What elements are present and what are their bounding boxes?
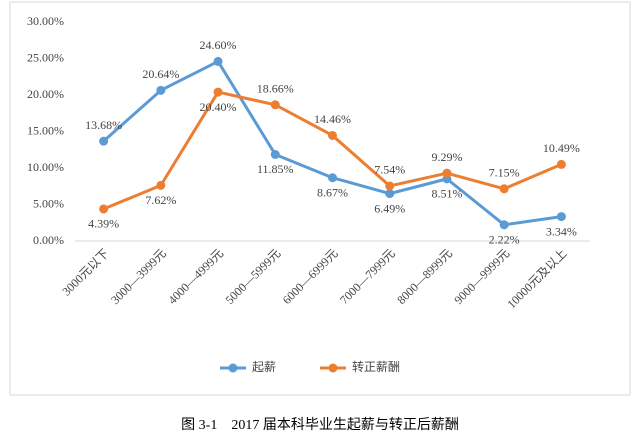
y-tick-label: 0.00% — [33, 233, 64, 247]
y-tick-label: 10.00% — [27, 160, 64, 174]
data-label: 3.34% — [546, 224, 577, 238]
data-label: 9.29% — [431, 150, 462, 164]
data-label: 8.67% — [317, 185, 348, 199]
data-point — [213, 56, 223, 66]
legend-label: 起薪 — [252, 360, 276, 374]
data-label: 18.66% — [257, 82, 294, 96]
chart-caption: 图 3-1 2017 届本科毕业生起薪与转正后薪酬 — [181, 417, 459, 433]
data-point — [385, 189, 395, 199]
data-label: 8.51% — [431, 187, 462, 201]
data-label: 6.49% — [374, 201, 405, 215]
y-tick-label: 20.00% — [27, 87, 64, 101]
data-point — [99, 136, 109, 146]
data-label: 13.68% — [85, 118, 122, 132]
data-label: 24.60% — [200, 38, 237, 52]
data-label: 10.49% — [543, 141, 580, 155]
chart-frame — [9, 1, 631, 396]
data-point — [385, 181, 395, 191]
y-tick-label: 30.00% — [27, 14, 64, 28]
legend-marker — [328, 363, 338, 373]
data-point — [442, 168, 452, 178]
data-point — [328, 173, 337, 183]
data-label: 7.15% — [489, 166, 520, 180]
data-label: 7.62% — [145, 193, 176, 207]
data-point — [99, 204, 109, 214]
data-point — [556, 212, 566, 222]
data-point — [499, 184, 509, 194]
data-label: 4.39% — [88, 217, 119, 231]
y-tick-label: 5.00% — [33, 196, 64, 210]
data-point — [156, 85, 166, 95]
data-label: 11.85% — [257, 162, 294, 176]
data-label: 20.64% — [142, 67, 179, 81]
data-point — [156, 180, 166, 190]
data-point — [270, 100, 280, 110]
data-point — [328, 130, 337, 140]
data-label: 2.22% — [489, 233, 520, 247]
data-label: 7.54% — [374, 163, 405, 177]
y-tick-label: 15.00% — [27, 123, 64, 137]
data-label: 14.46% — [314, 112, 351, 126]
legend-marker — [228, 363, 238, 373]
legend-label: 转正薪酬 — [352, 359, 400, 374]
data-label: 20.40% — [200, 100, 237, 114]
data-point — [213, 87, 223, 97]
data-point — [499, 220, 509, 230]
data-point — [270, 149, 280, 159]
y-tick-label: 25.00% — [27, 50, 64, 64]
data-point — [556, 159, 566, 169]
